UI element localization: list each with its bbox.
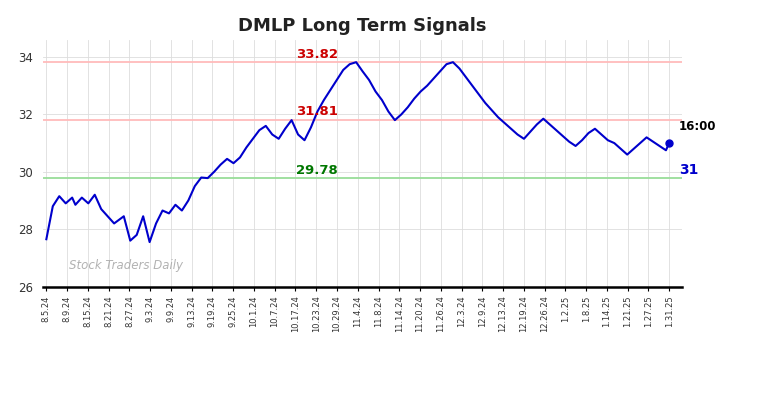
- Text: 33.82: 33.82: [296, 48, 338, 61]
- Text: 29.78: 29.78: [296, 164, 338, 177]
- Text: 31.81: 31.81: [296, 105, 338, 119]
- Text: Stock Traders Daily: Stock Traders Daily: [69, 259, 183, 272]
- Text: 16:00: 16:00: [679, 120, 717, 133]
- Title: DMLP Long Term Signals: DMLP Long Term Signals: [238, 18, 487, 35]
- Text: 31: 31: [679, 162, 699, 177]
